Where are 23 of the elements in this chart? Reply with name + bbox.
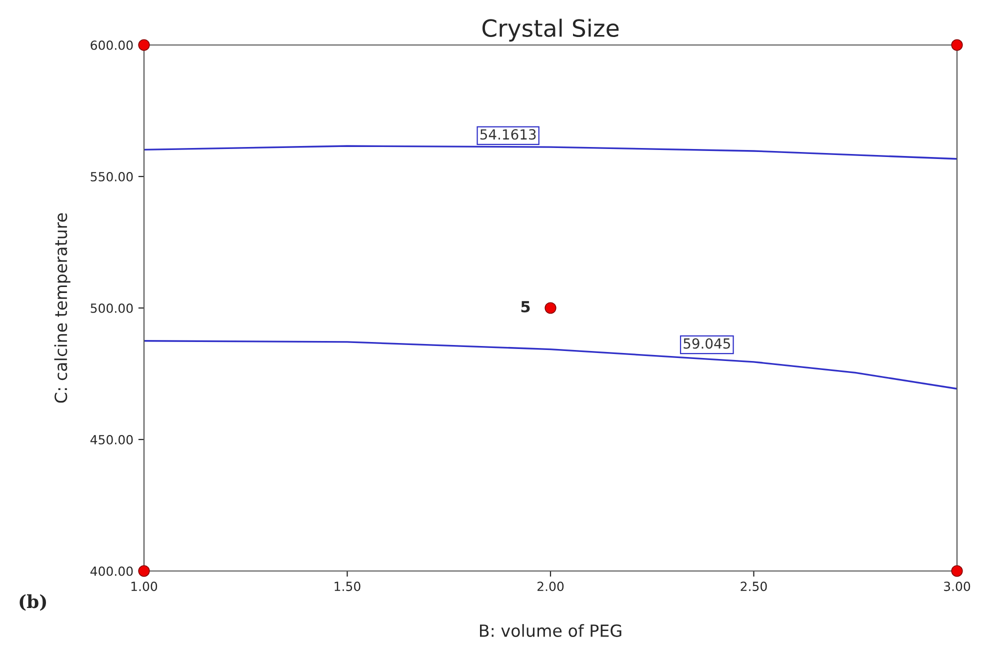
point xyxy=(138,565,150,577)
x-axis-title: B: volume of PEG xyxy=(480,624,622,637)
y-tick-label: 400.00 xyxy=(90,566,133,576)
point xyxy=(544,302,556,314)
y-axis-title: C: calcine temperature xyxy=(54,213,70,403)
text: (b) xyxy=(20,594,46,611)
x-tick-label: 2.50 xyxy=(740,582,767,592)
point xyxy=(951,565,963,577)
x-tick-label: 1.50 xyxy=(334,582,360,592)
y-tick-label: 450.00 xyxy=(90,434,133,444)
point xyxy=(138,39,150,51)
y-tick-label: 550.00 xyxy=(90,172,133,182)
series-label: 59.045 xyxy=(684,338,730,349)
line-series xyxy=(144,340,957,390)
annotation: 5 xyxy=(521,301,530,312)
series-label: 54.1613 xyxy=(480,129,536,140)
x-tick-label: 1.00 xyxy=(131,582,158,592)
x-tick-label: 3.00 xyxy=(944,582,970,592)
point xyxy=(951,39,963,51)
chart-title: Crystal Size xyxy=(482,18,619,42)
y-tick-label: 500.00 xyxy=(90,303,133,313)
x-tick-label: 2.00 xyxy=(538,582,564,592)
y-tick-label: 600.00 xyxy=(90,40,133,50)
